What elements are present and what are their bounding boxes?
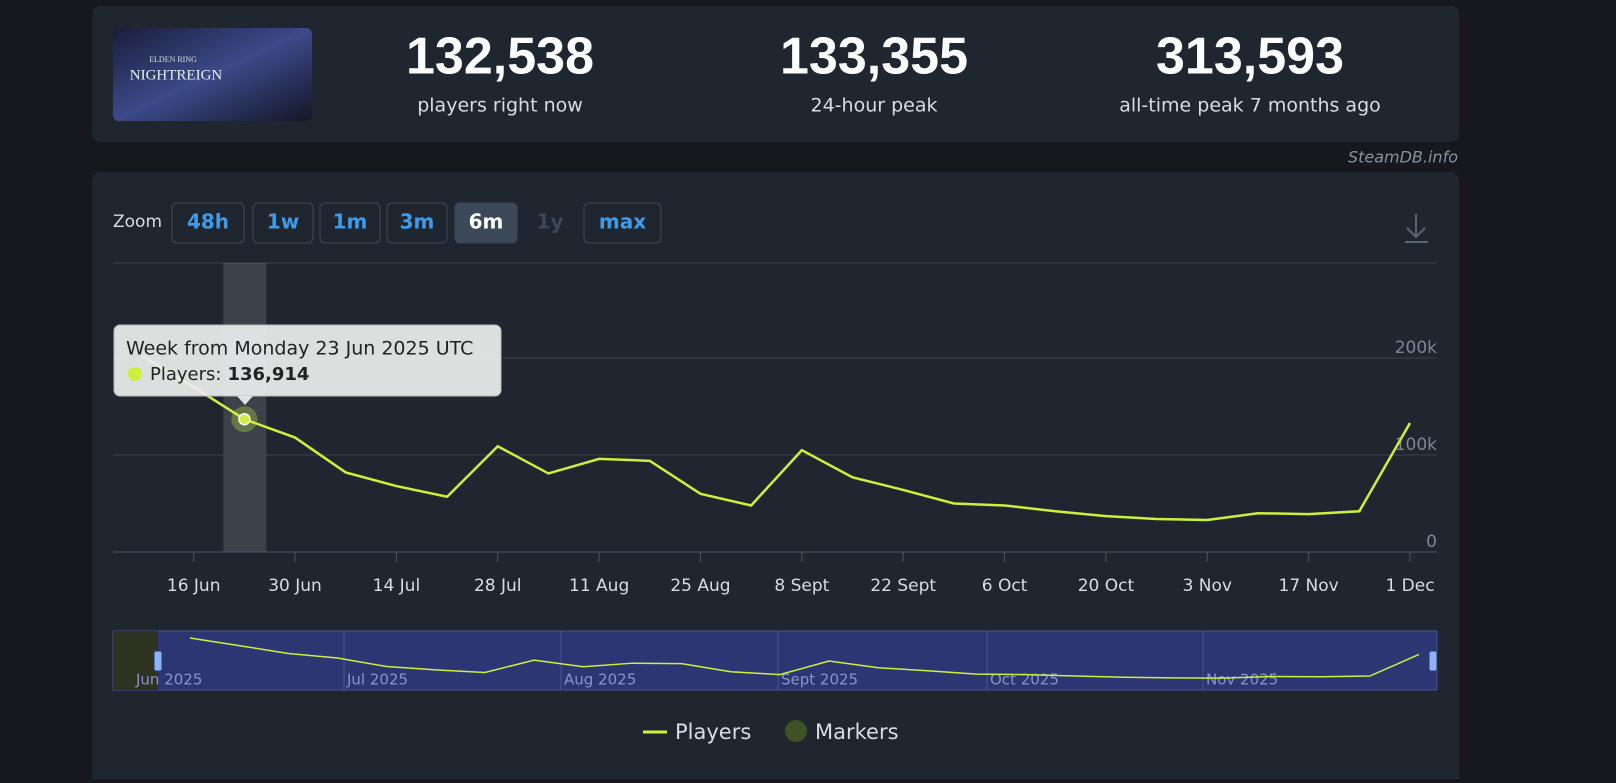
zoom-button[interactable] xyxy=(583,202,662,244)
art-text: ELDEN RING xyxy=(149,55,197,64)
x-tick-label: 1 Dec xyxy=(1385,576,1434,596)
zoom-button-label[interactable]: 1m xyxy=(333,210,368,234)
zoom-button[interactable] xyxy=(454,202,518,244)
navigator-bg xyxy=(112,630,1438,691)
stat-label: 24-hour peak xyxy=(811,95,938,117)
tooltip-swatch xyxy=(128,367,142,381)
navigator-handle[interactable] xyxy=(1428,650,1438,672)
art-text: NIGHTREIGN xyxy=(130,67,223,83)
stat-value: 132,538 xyxy=(406,28,594,86)
x-tick-label: 3 Nov xyxy=(1183,576,1232,596)
zoom-button[interactable] xyxy=(171,202,245,244)
x-tick-label: 20 Oct xyxy=(1078,576,1135,596)
legend-label[interactable]: Markers xyxy=(815,720,899,744)
navigator: Jun 2025 Jul 2025 Aug 2025 Sept 2025 Oct 202… xyxy=(112,630,1438,691)
x-tick-label: 6 Oct xyxy=(982,576,1028,596)
navigator-label: Jul 2025 xyxy=(346,671,408,689)
y-tick-label: 100k xyxy=(1395,435,1437,455)
legend: Players Markers xyxy=(643,720,899,744)
tooltip-arrow xyxy=(237,396,253,405)
stat-value: 313,593 xyxy=(1156,28,1344,86)
series-line xyxy=(142,354,1412,522)
zoom-button-label[interactable]: max xyxy=(599,210,646,234)
tooltip-text: Players: 136,914 xyxy=(150,364,309,385)
hover-band xyxy=(223,263,267,552)
game-art xyxy=(113,28,312,121)
navigator-label: Oct 2025 xyxy=(990,671,1059,689)
x-tick-label: 16 Jun xyxy=(167,576,221,596)
zoom-button-label[interactable]: 3m xyxy=(400,210,435,234)
tooltip-label: Players: xyxy=(150,364,221,385)
zoom-button-label[interactable]: 48h xyxy=(187,210,229,234)
x-tick-label: 11 Aug xyxy=(569,576,629,596)
navigator-label: Aug 2025 xyxy=(564,671,636,689)
credit[interactable]: SteamDB.info xyxy=(1348,148,1458,167)
y-tick-label: 0 xyxy=(1426,532,1437,552)
stat-label: players right now xyxy=(417,95,583,117)
x-tick-label: 8 Sept xyxy=(774,576,829,596)
zoom-button[interactable] xyxy=(386,202,448,244)
x-tick-label: 30 Jun xyxy=(268,576,322,596)
download-icon[interactable] xyxy=(1405,214,1428,243)
zoom-button[interactable] xyxy=(252,202,314,244)
tooltip-value: 136,914 xyxy=(227,364,309,385)
zoom-button-label[interactable]: 6m xyxy=(469,210,504,234)
navigator-label: Sept 2025 xyxy=(781,671,858,689)
hover-point xyxy=(238,412,251,426)
x-tick-label: 25 Aug xyxy=(670,576,730,596)
x-tick-label: 22 Sept xyxy=(870,576,936,596)
plot: 0 100k 200k 16 Jun 30 Jun 14 Jul 28 Jul 11 Aug 2… xyxy=(113,262,1437,596)
x-tick-label: 17 Nov xyxy=(1279,576,1339,596)
x-tick-label: 28 Jul xyxy=(474,576,522,596)
navigator-handle[interactable] xyxy=(153,650,163,672)
x-tick-label: 14 Jul xyxy=(373,576,421,596)
zoom-label: Zoom xyxy=(113,212,162,232)
stats-panel xyxy=(92,6,1459,142)
stats: 132,538 players right now 133,355 24-hour p… xyxy=(406,28,1381,117)
tooltip-box xyxy=(113,324,502,397)
legend-marker[interactable] xyxy=(785,720,807,742)
zoom-button-label[interactable]: 1w xyxy=(267,210,299,234)
zoom-button-label: 1y xyxy=(537,210,564,234)
legend-label[interactable]: Players xyxy=(675,720,751,744)
zoom-button[interactable] xyxy=(319,202,381,244)
navigator-label: Nov 2025 xyxy=(1206,671,1278,689)
stat-label: all-time peak 7 months ago xyxy=(1119,95,1381,117)
zoom-buttons: 48h 1w 1m 3m 6m 1y max xyxy=(171,202,662,244)
navigator-label: Jun 2025 xyxy=(135,671,202,689)
y-tick-label: 200k xyxy=(1395,338,1437,358)
stat-value: 133,355 xyxy=(780,28,968,86)
tooltip-title: Week from Monday 23 Jun 2025 UTC xyxy=(126,338,473,360)
navigator-line xyxy=(189,637,1420,679)
navigator-mask xyxy=(113,631,158,690)
